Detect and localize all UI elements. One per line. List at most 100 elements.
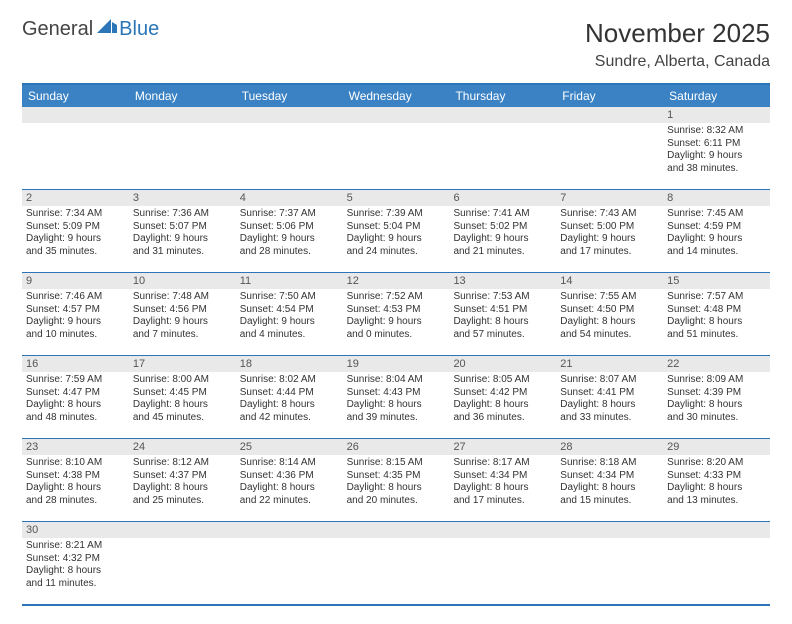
day-number: 9 bbox=[22, 273, 129, 289]
day-number: 30 bbox=[22, 522, 129, 538]
day-header: Monday bbox=[129, 85, 236, 107]
day-number: 8 bbox=[663, 190, 770, 206]
calendar-row: Sunrise: 7:34 AMSunset: 5:09 PMDaylight:… bbox=[22, 206, 770, 272]
sunrise-line: Sunrise: 8:32 AM bbox=[667, 125, 766, 138]
daynum-row: 9101112131415 bbox=[22, 272, 770, 289]
daynum-row: 16171819202122 bbox=[22, 355, 770, 372]
sunset-line: Sunset: 4:41 PM bbox=[560, 387, 659, 400]
calendar-cell: Sunrise: 8:02 AMSunset: 4:44 PMDaylight:… bbox=[236, 372, 343, 438]
day-number: 25 bbox=[236, 439, 343, 455]
day-number: 14 bbox=[556, 273, 663, 289]
sunrise-line: Sunrise: 8:15 AM bbox=[347, 457, 446, 470]
calendar-cell bbox=[556, 123, 663, 189]
sunset-line: Sunset: 4:45 PM bbox=[133, 387, 232, 400]
sunset-line: Sunset: 4:36 PM bbox=[240, 470, 339, 483]
sunrise-line: Sunrise: 8:10 AM bbox=[26, 457, 125, 470]
calendar-cell: Sunrise: 8:17 AMSunset: 4:34 PMDaylight:… bbox=[449, 455, 556, 521]
daylight-line1: Daylight: 8 hours bbox=[26, 399, 125, 412]
daynum-row: 30 bbox=[22, 521, 770, 538]
day-number bbox=[343, 522, 450, 538]
sunrise-line: Sunrise: 7:39 AM bbox=[347, 208, 446, 221]
day-number bbox=[129, 107, 236, 123]
title-block: November 2025 Sundre, Alberta, Canada bbox=[585, 18, 770, 71]
sunrise-line: Sunrise: 8:07 AM bbox=[560, 374, 659, 387]
sunset-line: Sunset: 4:34 PM bbox=[560, 470, 659, 483]
logo-text-general: General bbox=[22, 18, 93, 41]
calendar-cell: Sunrise: 7:50 AMSunset: 4:54 PMDaylight:… bbox=[236, 289, 343, 355]
sunrise-line: Sunrise: 8:04 AM bbox=[347, 374, 446, 387]
daylight-line1: Daylight: 9 hours bbox=[453, 233, 552, 246]
sunset-line: Sunset: 5:00 PM bbox=[560, 221, 659, 234]
daylight-line1: Daylight: 8 hours bbox=[26, 482, 125, 495]
page-header: General Blue November 2025 Sundre, Alber… bbox=[22, 18, 770, 71]
calendar-cell: Sunrise: 8:05 AMSunset: 4:42 PMDaylight:… bbox=[449, 372, 556, 438]
calendar-header-row: SundayMondayTuesdayWednesdayThursdayFrid… bbox=[22, 85, 770, 107]
calendar-cell: Sunrise: 7:52 AMSunset: 4:53 PMDaylight:… bbox=[343, 289, 450, 355]
daylight-line1: Daylight: 8 hours bbox=[26, 565, 125, 578]
day-number: 10 bbox=[129, 273, 236, 289]
day-number bbox=[236, 107, 343, 123]
day-number: 3 bbox=[129, 190, 236, 206]
calendar-cell: Sunrise: 8:04 AMSunset: 4:43 PMDaylight:… bbox=[343, 372, 450, 438]
daylight-line1: Daylight: 8 hours bbox=[667, 316, 766, 329]
day-number: 11 bbox=[236, 273, 343, 289]
sunset-line: Sunset: 5:04 PM bbox=[347, 221, 446, 234]
day-number bbox=[22, 107, 129, 123]
sunset-line: Sunset: 4:38 PM bbox=[26, 470, 125, 483]
daylight-line2: and 10 minutes. bbox=[26, 329, 125, 342]
daylight-line2: and 38 minutes. bbox=[667, 163, 766, 176]
day-number: 21 bbox=[556, 356, 663, 372]
sunset-line: Sunset: 4:39 PM bbox=[667, 387, 766, 400]
sunrise-line: Sunrise: 7:37 AM bbox=[240, 208, 339, 221]
daylight-line2: and 15 minutes. bbox=[560, 495, 659, 508]
logo: General Blue bbox=[22, 18, 159, 41]
sunrise-line: Sunrise: 8:18 AM bbox=[560, 457, 659, 470]
day-number: 27 bbox=[449, 439, 556, 455]
daylight-line2: and 22 minutes. bbox=[240, 495, 339, 508]
daylight-line1: Daylight: 8 hours bbox=[347, 399, 446, 412]
daylight-line1: Daylight: 8 hours bbox=[453, 316, 552, 329]
calendar-cell bbox=[663, 538, 770, 604]
daylight-line1: Daylight: 9 hours bbox=[240, 233, 339, 246]
calendar-cell: Sunrise: 7:59 AMSunset: 4:47 PMDaylight:… bbox=[22, 372, 129, 438]
calendar-row: Sunrise: 8:32 AMSunset: 6:11 PMDaylight:… bbox=[22, 123, 770, 189]
calendar-cell: Sunrise: 7:37 AMSunset: 5:06 PMDaylight:… bbox=[236, 206, 343, 272]
daylight-line2: and 14 minutes. bbox=[667, 246, 766, 259]
daylight-line2: and 25 minutes. bbox=[133, 495, 232, 508]
calendar-cell: Sunrise: 8:18 AMSunset: 4:34 PMDaylight:… bbox=[556, 455, 663, 521]
day-number: 29 bbox=[663, 439, 770, 455]
sunset-line: Sunset: 5:02 PM bbox=[453, 221, 552, 234]
calendar-cell: Sunrise: 7:36 AMSunset: 5:07 PMDaylight:… bbox=[129, 206, 236, 272]
day-number bbox=[129, 522, 236, 538]
sunset-line: Sunset: 4:42 PM bbox=[453, 387, 552, 400]
day-number bbox=[449, 107, 556, 123]
daylight-line1: Daylight: 9 hours bbox=[347, 233, 446, 246]
day-number: 24 bbox=[129, 439, 236, 455]
location: Sundre, Alberta, Canada bbox=[585, 53, 770, 71]
day-header: Sunday bbox=[22, 85, 129, 107]
daylight-line2: and 0 minutes. bbox=[347, 329, 446, 342]
daylight-line1: Daylight: 8 hours bbox=[667, 399, 766, 412]
day-number: 6 bbox=[449, 190, 556, 206]
sunset-line: Sunset: 6:11 PM bbox=[667, 138, 766, 151]
calendar: SundayMondayTuesdayWednesdayThursdayFrid… bbox=[22, 83, 770, 606]
sunrise-line: Sunrise: 7:55 AM bbox=[560, 291, 659, 304]
sunset-line: Sunset: 4:59 PM bbox=[667, 221, 766, 234]
sail-icon bbox=[97, 19, 117, 35]
sunset-line: Sunset: 5:06 PM bbox=[240, 221, 339, 234]
calendar-cell bbox=[236, 123, 343, 189]
sunrise-line: Sunrise: 8:20 AM bbox=[667, 457, 766, 470]
daylight-line2: and 31 minutes. bbox=[133, 246, 232, 259]
sunset-line: Sunset: 4:32 PM bbox=[26, 553, 125, 566]
calendar-cell: Sunrise: 7:41 AMSunset: 5:02 PMDaylight:… bbox=[449, 206, 556, 272]
daynum-row: 2345678 bbox=[22, 189, 770, 206]
sunset-line: Sunset: 4:35 PM bbox=[347, 470, 446, 483]
sunrise-line: Sunrise: 8:00 AM bbox=[133, 374, 232, 387]
day-number: 16 bbox=[22, 356, 129, 372]
daylight-line1: Daylight: 8 hours bbox=[560, 316, 659, 329]
sunset-line: Sunset: 4:57 PM bbox=[26, 304, 125, 317]
daylight-line2: and 45 minutes. bbox=[133, 412, 232, 425]
day-number bbox=[663, 522, 770, 538]
calendar-cell bbox=[129, 538, 236, 604]
calendar-cell: Sunrise: 8:21 AMSunset: 4:32 PMDaylight:… bbox=[22, 538, 129, 604]
